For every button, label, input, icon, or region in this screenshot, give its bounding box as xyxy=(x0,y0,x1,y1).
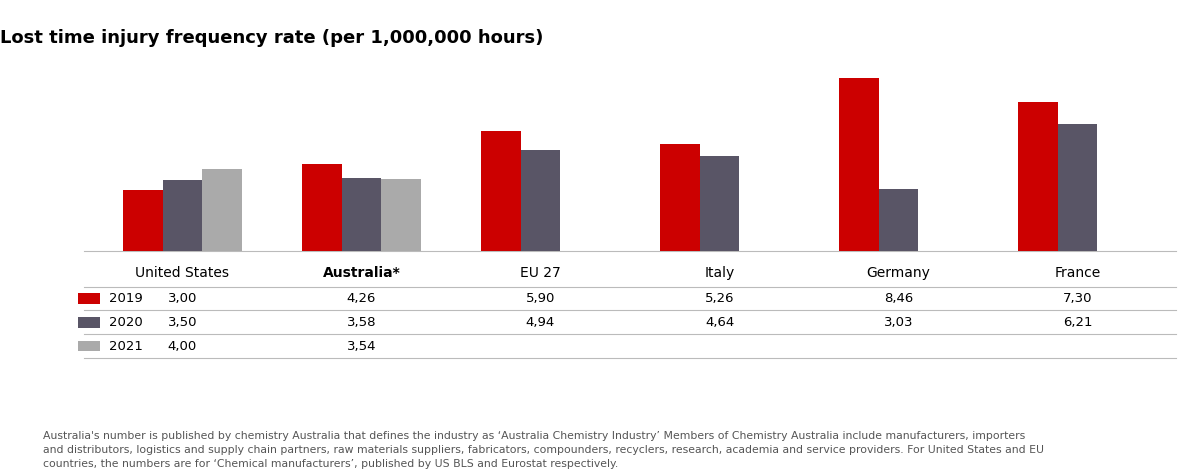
Text: 7,30: 7,30 xyxy=(1063,292,1092,305)
Text: 2021: 2021 xyxy=(109,339,143,353)
Bar xyxy=(382,179,420,251)
Text: Australia*: Australia* xyxy=(323,265,401,280)
Text: 4,94: 4,94 xyxy=(526,316,556,329)
Bar xyxy=(342,178,382,251)
Text: 8,46: 8,46 xyxy=(884,292,913,305)
Bar xyxy=(202,169,241,251)
Text: Italy: Italy xyxy=(704,265,734,280)
Bar xyxy=(481,130,521,251)
Bar xyxy=(302,164,342,251)
Text: 3,50: 3,50 xyxy=(168,316,197,329)
Bar xyxy=(521,150,560,251)
Bar xyxy=(124,190,163,251)
Bar xyxy=(1058,124,1097,251)
Text: 3,54: 3,54 xyxy=(347,339,377,353)
Text: 4,64: 4,64 xyxy=(704,316,734,329)
Text: France: France xyxy=(1055,265,1100,280)
Text: 4,26: 4,26 xyxy=(347,292,376,305)
Bar xyxy=(840,78,878,251)
Text: 4,00: 4,00 xyxy=(168,339,197,353)
Bar xyxy=(878,189,918,251)
Text: Lost time injury frequency rate (per 1,000,000 hours): Lost time injury frequency rate (per 1,0… xyxy=(0,29,544,47)
Text: 2019: 2019 xyxy=(109,292,143,305)
Text: 3,00: 3,00 xyxy=(168,292,197,305)
Text: 3,58: 3,58 xyxy=(347,316,377,329)
Text: Australia's number is published by chemistry Australia that defines the industry: Australia's number is published by chemi… xyxy=(36,431,1044,469)
Bar xyxy=(700,156,739,251)
Bar xyxy=(163,180,202,251)
Text: EU 27: EU 27 xyxy=(520,265,560,280)
Text: 5,26: 5,26 xyxy=(704,292,734,305)
Text: 3,03: 3,03 xyxy=(883,316,913,329)
Bar xyxy=(660,144,700,251)
Text: Germany: Germany xyxy=(866,265,930,280)
Text: 6,21: 6,21 xyxy=(1063,316,1092,329)
Text: United States: United States xyxy=(136,265,229,280)
Bar xyxy=(1019,102,1058,251)
Text: 5,90: 5,90 xyxy=(526,292,556,305)
Text: 2020: 2020 xyxy=(109,316,143,329)
